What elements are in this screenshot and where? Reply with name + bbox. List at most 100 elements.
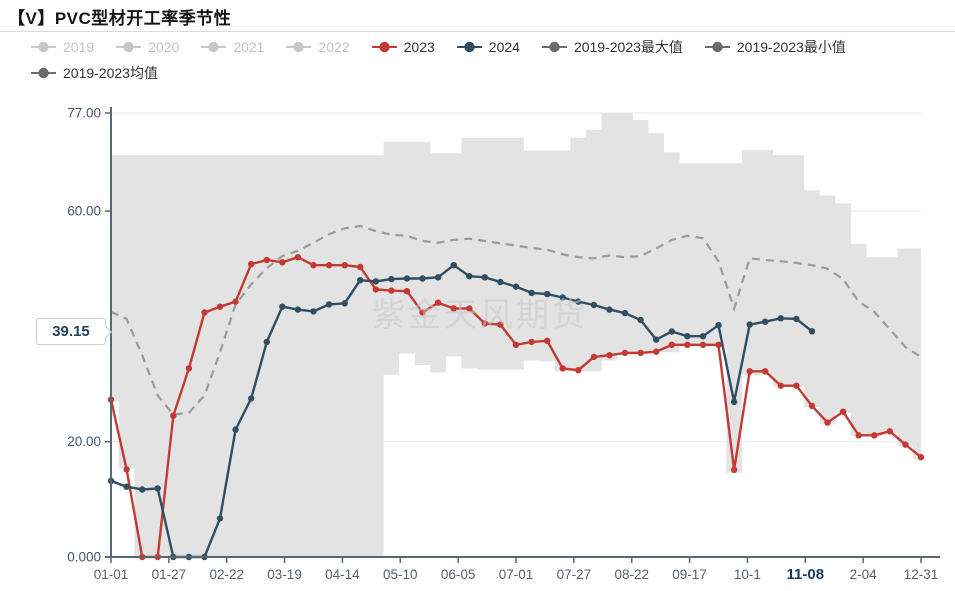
legend-item-2023[interactable]: 2023 — [371, 39, 435, 55]
data-point — [746, 321, 753, 328]
data-point — [248, 395, 255, 402]
data-point — [590, 353, 598, 361]
data-point — [388, 275, 395, 283]
data-point — [466, 273, 473, 280]
data-point — [886, 428, 893, 435]
y-axis-label: 0.000 — [67, 550, 101, 565]
legend-item-label: 2021 — [233, 39, 265, 55]
legend-marker-icon — [31, 41, 56, 53]
legend-item-label: 2019-2023最小值 — [736, 39, 846, 55]
data-point — [715, 322, 722, 329]
legend-item-label: 2024 — [488, 39, 520, 55]
data-point — [123, 483, 130, 490]
x-axis-label: 08-22 — [614, 567, 649, 582]
data-point — [544, 290, 551, 298]
data-point — [808, 328, 816, 335]
data-point — [248, 260, 255, 268]
data-point — [497, 278, 504, 286]
data-point — [559, 294, 566, 301]
data-point — [419, 275, 426, 282]
legend-item-2019-2023-[interactable]: 2019-2023最大值 — [541, 37, 683, 57]
data-point — [310, 308, 317, 315]
legend-marker-icon — [704, 41, 730, 53]
data-point — [279, 259, 286, 266]
legend-item-label: 2022 — [318, 39, 350, 55]
legend-marker-icon — [31, 67, 56, 79]
legend-item-2019-2023-[interactable]: 2019-2023最小值 — [704, 37, 846, 57]
data-point — [512, 283, 520, 290]
data-point — [310, 262, 317, 269]
data-point — [170, 412, 177, 419]
legend-marker-icon — [371, 41, 397, 53]
legend-marker-icon — [286, 41, 312, 53]
yaxis-latest-value-tag: 39.15 — [36, 318, 106, 345]
data-point — [279, 303, 286, 310]
legend-item-2020[interactable]: 2020 — [115, 39, 179, 55]
data-point — [793, 382, 800, 389]
data-point — [730, 398, 738, 406]
data-point — [575, 298, 582, 305]
x-axis-label: 03-19 — [267, 567, 302, 582]
data-point — [466, 305, 473, 312]
data-point — [154, 485, 161, 492]
data-point — [699, 333, 707, 340]
data-point — [388, 287, 395, 294]
data-point — [855, 432, 862, 439]
data-point — [793, 315, 800, 323]
legend-row: 2019-2023均值 — [30, 63, 950, 83]
data-point — [528, 289, 535, 297]
data-point — [232, 298, 239, 305]
legend-marker-icon — [116, 41, 142, 53]
data-point — [434, 274, 442, 281]
data-point — [294, 254, 302, 261]
data-point — [606, 306, 613, 313]
data-point — [263, 256, 270, 264]
series-minmax-band — [111, 113, 921, 557]
legend-item-2019[interactable]: 2019 — [30, 39, 94, 55]
data-point — [341, 262, 348, 269]
data-point — [325, 262, 333, 269]
data-point — [512, 341, 520, 348]
chart-title: 【V】PVC型材开工率季节性 — [8, 9, 232, 28]
data-point — [450, 262, 457, 269]
data-point — [871, 432, 878, 439]
series-mean-line — [110, 224, 922, 416]
data-point — [762, 318, 769, 325]
series-2024-line — [107, 262, 816, 561]
y-axis-label: 60.00 — [67, 204, 101, 219]
title-divider — [0, 31, 955, 32]
data-point — [528, 338, 535, 346]
data-point — [216, 303, 224, 310]
data-point — [294, 306, 302, 313]
x-axis-label: 12-31 — [904, 567, 939, 582]
data-point — [481, 320, 488, 327]
legend-item-label: 2023 — [403, 39, 435, 55]
legend-item-2024[interactable]: 2024 — [456, 39, 520, 55]
y-axis-label: 20.00 — [67, 434, 101, 449]
x-axis-label: 10-1 — [734, 567, 761, 582]
legend-row: 2019 2020 2021 2022 2023 2024 2019-2023最大值 2019… — [30, 37, 950, 57]
legend-item-2022[interactable]: 2022 — [285, 39, 350, 55]
legend-item-2019-2023-[interactable]: 2019-2023均值 — [30, 63, 158, 83]
x-axis-label-current: 11-08 — [787, 566, 825, 583]
data-point — [668, 328, 675, 335]
data-point — [419, 309, 426, 316]
data-point — [481, 274, 488, 281]
data-point — [216, 515, 224, 522]
data-point — [590, 301, 598, 309]
data-point — [139, 486, 146, 493]
data-point — [357, 263, 364, 271]
legend-item-2021[interactable]: 2021 — [200, 39, 264, 55]
data-point — [715, 341, 722, 348]
data-point — [777, 315, 784, 322]
data-point — [232, 426, 239, 433]
data-point — [544, 337, 551, 344]
legend-item-label: 2019 — [63, 39, 95, 55]
data-point — [777, 382, 784, 389]
data-point — [559, 365, 566, 372]
x-axis-label: 09-17 — [672, 567, 707, 582]
data-point — [668, 341, 675, 348]
legend-marker-icon — [456, 41, 482, 53]
x-axis-label: 04-14 — [325, 567, 360, 582]
